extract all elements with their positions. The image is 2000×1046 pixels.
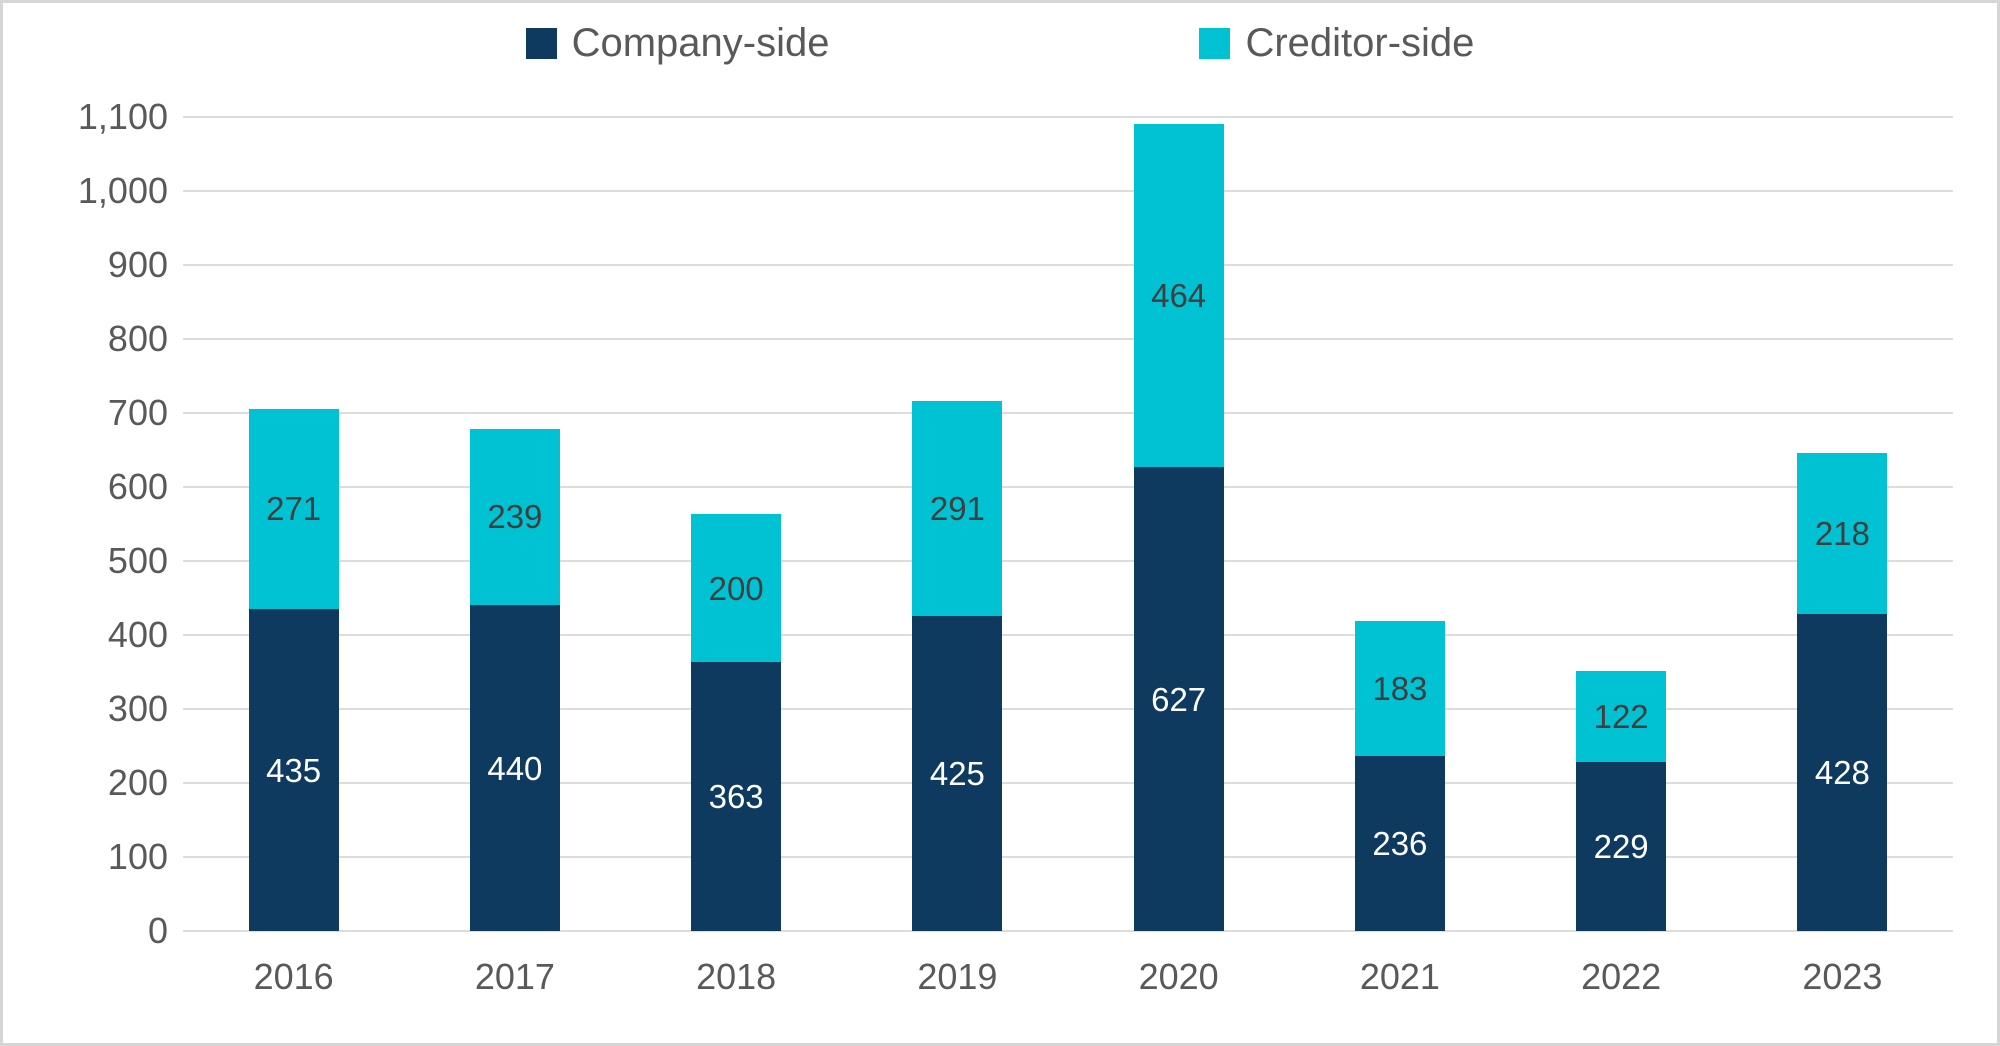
creditor-side-value-label: 239: [487, 498, 543, 536]
bar-segment-company-side-2023: 428: [1797, 614, 1888, 931]
stacked-bar-2021: 183 236: [1354, 620, 1445, 931]
creditor-side-value-label: 183: [1372, 670, 1428, 708]
legend-label-creditor-side: Creditor-side: [1245, 21, 1475, 65]
x-axis-tick-label: 2019: [917, 956, 998, 997]
creditor-side-value-label: 291: [929, 490, 985, 528]
stacked-bar-2018: 200 363: [691, 514, 782, 931]
bar-segment-creditor-side-2019: 291: [912, 401, 1003, 617]
y-axis-tick-label: 200: [107, 762, 168, 803]
x-axis-tick-label: 2022: [1581, 956, 1662, 997]
bar-segment-company-side-2018: 363: [691, 662, 782, 931]
x-axis-tick-label: 2023: [1802, 956, 1883, 997]
company-side-value-label: 627: [1151, 680, 1207, 718]
stacked-bar-2016: 271 435: [248, 408, 339, 931]
y-axis-tick-label: 900: [107, 244, 168, 285]
bar-segment-company-side-2017: 440: [469, 605, 560, 931]
company-side-value-label: 236: [1372, 825, 1428, 863]
gridline: [183, 190, 1953, 192]
stacked-bar-2023: 218 428: [1797, 452, 1888, 931]
stacked-bar-2022: 122 229: [1576, 671, 1667, 931]
bar-segment-creditor-side-2018: 200: [691, 514, 782, 663]
bar-segment-creditor-side-2021: 183: [1354, 620, 1445, 757]
gridline: [183, 116, 1953, 118]
gridline: [183, 634, 1953, 636]
company-side-value-label: 428: [1814, 754, 1870, 792]
legend-item-creditor-side: Creditor-side: [1199, 21, 1474, 65]
bar-segment-company-side-2016: 435: [248, 609, 339, 931]
company-side-value-label: 435: [266, 751, 322, 789]
bar-segment-company-side-2022: 229: [1576, 761, 1667, 931]
creditor-side-swatch-icon: [1199, 27, 1231, 59]
creditor-side-value-label: 122: [1593, 697, 1649, 735]
stacked-bar-2020: 464 627: [1133, 123, 1224, 931]
x-axis-tick-label: 2016: [253, 956, 334, 997]
bar-segment-company-side-2019: 425: [912, 616, 1003, 931]
y-axis-tick-label: 500: [107, 540, 168, 581]
gridline: [183, 782, 1953, 784]
y-axis-tick-label: 700: [107, 392, 168, 433]
creditor-side-value-label: 271: [266, 490, 322, 528]
x-axis-tick-label: 2021: [1359, 956, 1440, 997]
y-axis-tick-label: 300: [107, 688, 168, 729]
creditor-side-value-label: 464: [1151, 276, 1207, 314]
y-axis-tick-label: 100: [107, 836, 168, 877]
y-axis-tick-label: 1,000: [77, 170, 168, 211]
legend-item-company-side: Company-side: [525, 21, 830, 65]
company-side-value-label: 229: [1593, 827, 1649, 865]
gridline: [183, 560, 1953, 562]
gridline: [183, 412, 1953, 414]
x-axis-tick-label: 2018: [696, 956, 777, 997]
y-axis-tick-label: 600: [107, 466, 168, 507]
gridline: [183, 264, 1953, 266]
legend-label-company-side: Company-side: [571, 21, 830, 65]
y-axis-tick-label: 800: [107, 318, 168, 359]
company-side-value-label: 425: [929, 755, 985, 793]
gridline: [183, 338, 1953, 340]
x-axis-tick-label: 2020: [1138, 956, 1219, 997]
bar-segment-creditor-side-2017: 239: [469, 428, 560, 606]
creditor-side-value-label: 218: [1814, 515, 1870, 553]
stacked-bar-2017: 239 440: [469, 428, 560, 931]
bar-segment-company-side-2021: 236: [1354, 756, 1445, 931]
company-side-swatch-icon: [525, 27, 557, 59]
gridline: [183, 856, 1953, 858]
company-side-value-label: 363: [708, 778, 764, 816]
bar-segment-company-side-2020: 627: [1133, 467, 1224, 931]
legend: Company-side Creditor-side: [3, 21, 1997, 65]
bar-segment-creditor-side-2022: 122: [1576, 671, 1667, 762]
bar-segment-creditor-side-2016: 271: [248, 408, 339, 610]
x-axis-tick-label: 2017: [474, 956, 555, 997]
y-axis-tick-label: 400: [107, 614, 168, 655]
bar-segment-creditor-side-2023: 218: [1797, 452, 1888, 615]
gridline: [183, 486, 1953, 488]
company-side-value-label: 440: [487, 749, 543, 787]
stacked-bar-2019: 291 425: [912, 401, 1003, 931]
y-axis-tick-label: 1,100: [77, 96, 168, 137]
y-axis-tick-label: 0: [147, 910, 168, 951]
bar-segment-creditor-side-2020: 464: [1133, 123, 1224, 468]
gridline: [183, 708, 1953, 710]
gridline: [183, 930, 1953, 932]
creditor-side-value-label: 200: [708, 569, 764, 607]
